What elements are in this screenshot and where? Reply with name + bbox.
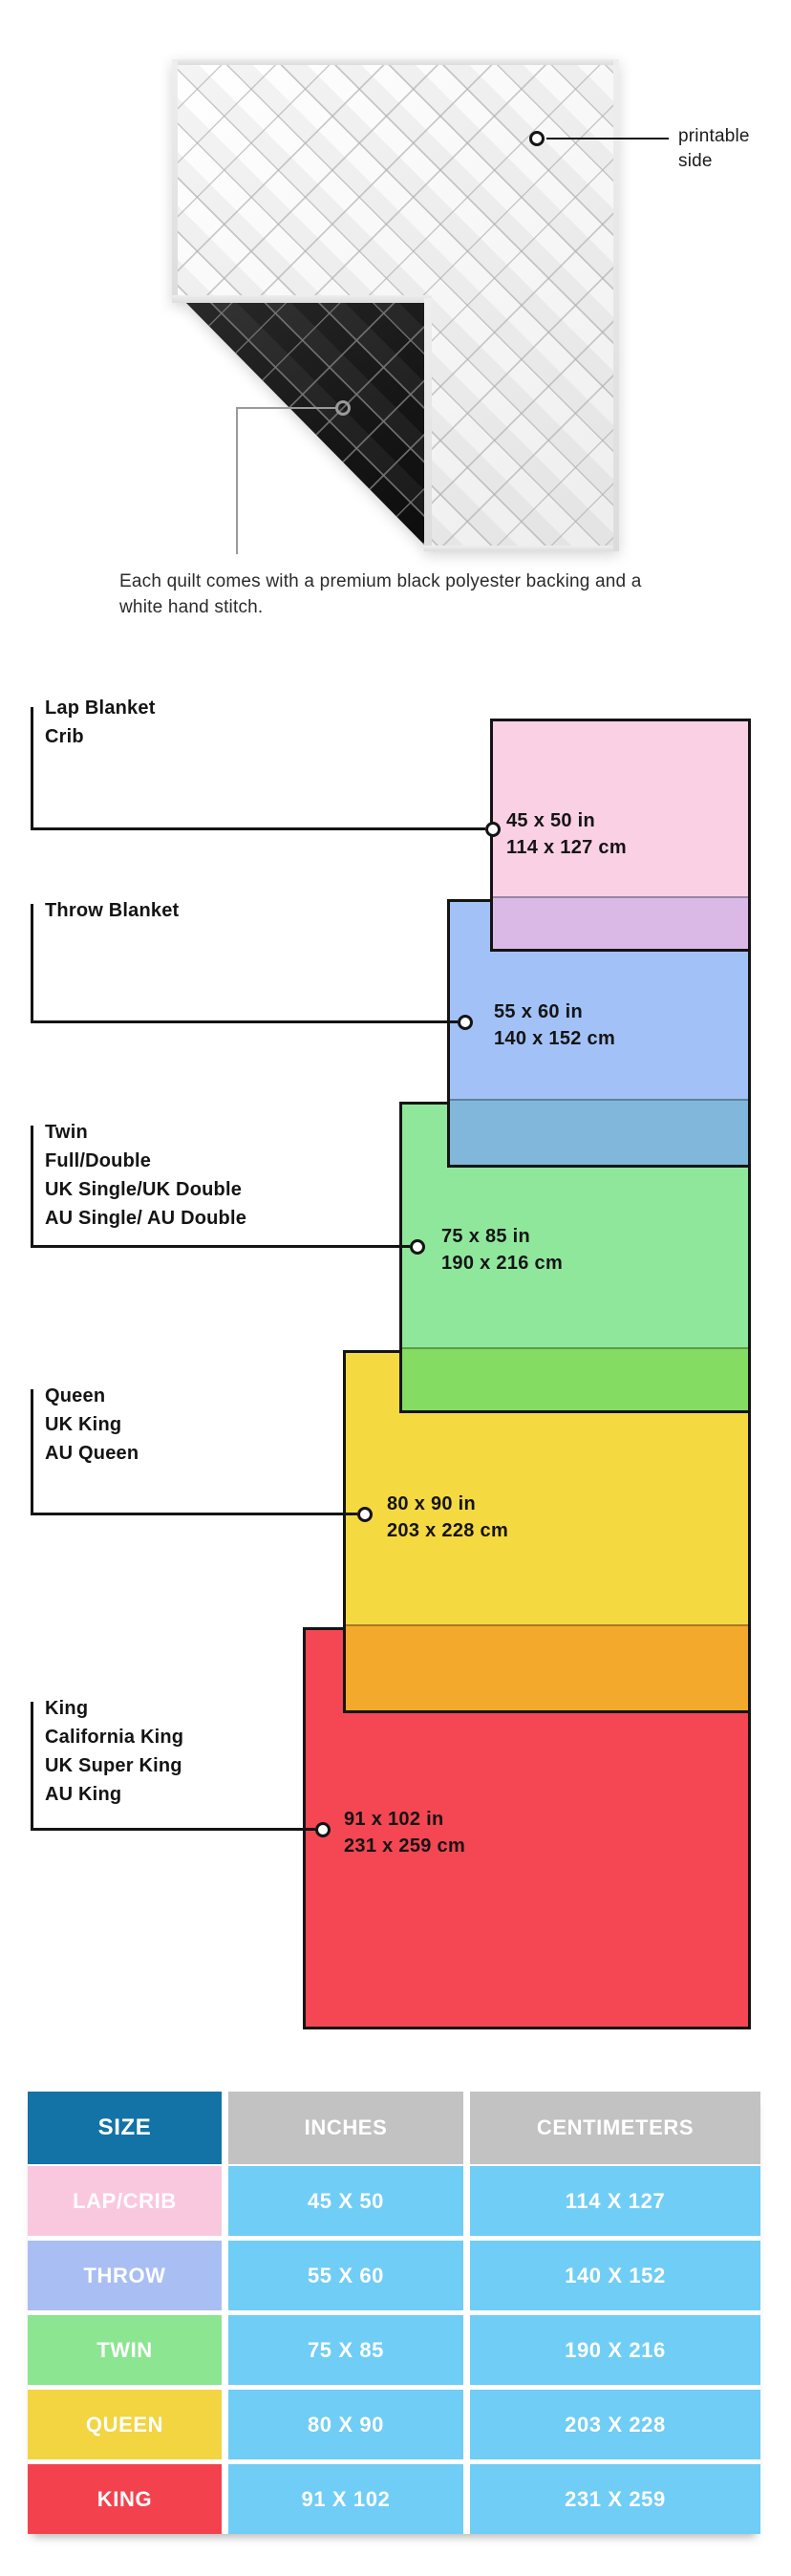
twin-callout-horizontal	[31, 1245, 410, 1248]
table-row-label-lap: LAP/CRIB	[28, 2166, 222, 2236]
queen-king-overlap-band	[346, 1624, 748, 1710]
queen-marker-dot	[357, 1507, 373, 1522]
quilt-binding-bottom	[424, 546, 619, 551]
twin-callout-vertical	[31, 1126, 33, 1247]
backing-marker-dot	[335, 400, 351, 416]
table-cell-lap-inches: 45 X 50	[228, 2166, 463, 2236]
queen-callout-vertical	[31, 1389, 33, 1514]
lap-rect	[490, 719, 751, 952]
throw-callout-horizontal	[31, 1020, 458, 1023]
backing-caption: Each quilt comes with a premium black po…	[119, 571, 642, 617]
lap-label: Lap Blanket Crib	[45, 698, 156, 747]
table-header-size: SIZE	[28, 2092, 222, 2164]
quilt-black-backing-fold	[182, 298, 424, 545]
king-label: King California King UK Super King AU Ki…	[45, 1698, 184, 1805]
table-row-label-throw: THROW	[28, 2241, 222, 2310]
lap-callout-horizontal	[31, 827, 485, 830]
backing-callout-line-vertical	[236, 407, 238, 554]
throw-label: Throw Blanket	[45, 900, 180, 921]
twin-dimensions: 75 x 85 in 190 x 216 cm	[441, 1226, 564, 1274]
throw-twin-overlap-band	[450, 1099, 748, 1165]
lap-throw-overlap-band	[493, 896, 748, 949]
quilt-binding-top	[172, 59, 619, 65]
table-cell-queen-cm: 203 X 228	[470, 2390, 760, 2459]
queen-label: Queen UK King AU Queen	[45, 1385, 139, 1464]
backing-callout-line-horizontal	[238, 407, 337, 409]
table-header-inches: INCHES	[228, 2092, 463, 2164]
table-cell-lap-cm: 114 X 127	[470, 2166, 760, 2236]
table-cell-twin-cm: 190 X 216	[470, 2315, 760, 2385]
queen-callout-horizontal	[31, 1513, 357, 1515]
printable-side-label: printable side	[678, 126, 750, 171]
printable-side-marker-dot	[529, 131, 545, 146]
throw-dimensions: 55 x 60 in 140 x 152 cm	[494, 1001, 616, 1049]
quilt-binding-fold-horizontal	[172, 295, 432, 303]
table-cell-twin-inches: 75 X 85	[228, 2315, 463, 2385]
table-cell-king-cm: 231 X 259	[470, 2464, 760, 2534]
table-cell-throw-cm: 140 X 152	[470, 2241, 760, 2310]
lap-dimensions: 45 x 50 in 114 x 127 cm	[506, 810, 627, 858]
table-cell-throw-inches: 55 X 60	[228, 2241, 463, 2310]
king-dimensions: 91 x 102 in 231 x 259 cm	[344, 1809, 466, 1857]
lap-marker-dot	[485, 822, 501, 837]
king-marker-dot	[315, 1822, 331, 1837]
throw-callout-vertical	[31, 904, 33, 1022]
quilt-binding-right	[613, 59, 619, 551]
table-cell-queen-inches: 80 X 90	[228, 2390, 463, 2459]
king-callout-vertical	[31, 1702, 33, 1830]
table-row-label-twin: TWIN	[28, 2315, 222, 2385]
king-callout-horizontal	[31, 1828, 315, 1831]
lap-callout-vertical	[31, 707, 33, 829]
printable-side-callout-line	[546, 138, 669, 140]
quilt-photo	[0, 0, 791, 669]
table-header-centimeters: CENTIMETERS	[470, 2092, 760, 2164]
quilt-binding-left	[172, 59, 178, 303]
table-cell-king-inches: 91 X 102	[228, 2464, 463, 2534]
twin-label: Twin Full/Double UK Single/UK Double AU …	[45, 1122, 247, 1229]
quilt-binding-fold-vertical	[424, 298, 432, 551]
throw-marker-dot	[458, 1015, 473, 1030]
table-row-label-queen: QUEEN	[28, 2390, 222, 2459]
table-row-label-king: KING	[28, 2464, 222, 2534]
queen-dimensions: 80 x 90 in 203 x 228 cm	[387, 1493, 509, 1541]
size-table: SIZE INCHES CENTIMETERS LAP/CRIB 45 X 50…	[28, 2092, 760, 2534]
twin-marker-dot	[410, 1239, 425, 1255]
twin-queen-overlap-band	[402, 1347, 748, 1410]
